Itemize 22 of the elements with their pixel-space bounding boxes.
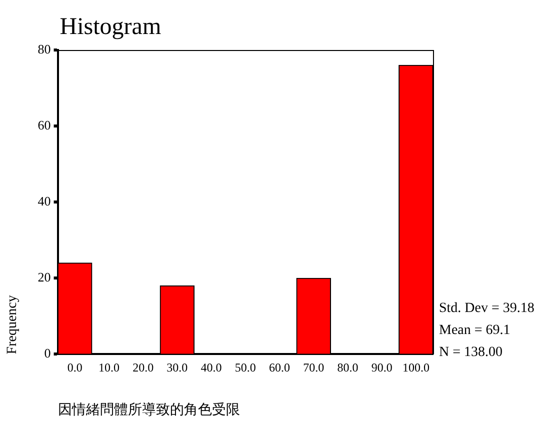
y-tick-label: 60 <box>38 117 51 132</box>
x-axis-title: 因情緒問體所導致的角色受限 <box>58 402 240 418</box>
chart-title: Histogram <box>60 14 162 40</box>
x-tick-label: 0.0 <box>67 360 82 374</box>
x-tick-label: 30.0 <box>166 360 188 374</box>
text: N = 138.00 <box>439 344 503 360</box>
x-tick-label: 40.0 <box>200 360 222 374</box>
y-axis-title: Frequency <box>5 295 20 354</box>
x-tick-label: 90.0 <box>371 360 392 374</box>
y-tick-label: 0 <box>44 346 51 361</box>
y-tick-label: 20 <box>38 270 51 285</box>
x-tick-label: 70.0 <box>303 360 324 374</box>
x-tick-label: 10.0 <box>98 360 120 374</box>
y-tick-label: 40 <box>38 194 51 209</box>
x-tick-label: 100.0 <box>402 360 430 374</box>
text: Mean = 69.1 <box>439 322 510 338</box>
text: Std. Dev = 39.18 <box>439 300 534 316</box>
x-tick-label: 50.0 <box>234 360 256 374</box>
x-tick-label: 60.0 <box>269 360 290 374</box>
x-tick-label: 20.0 <box>132 360 154 374</box>
x-tick-label: 80.0 <box>337 360 358 374</box>
y-tick-label: 80 <box>38 41 51 56</box>
